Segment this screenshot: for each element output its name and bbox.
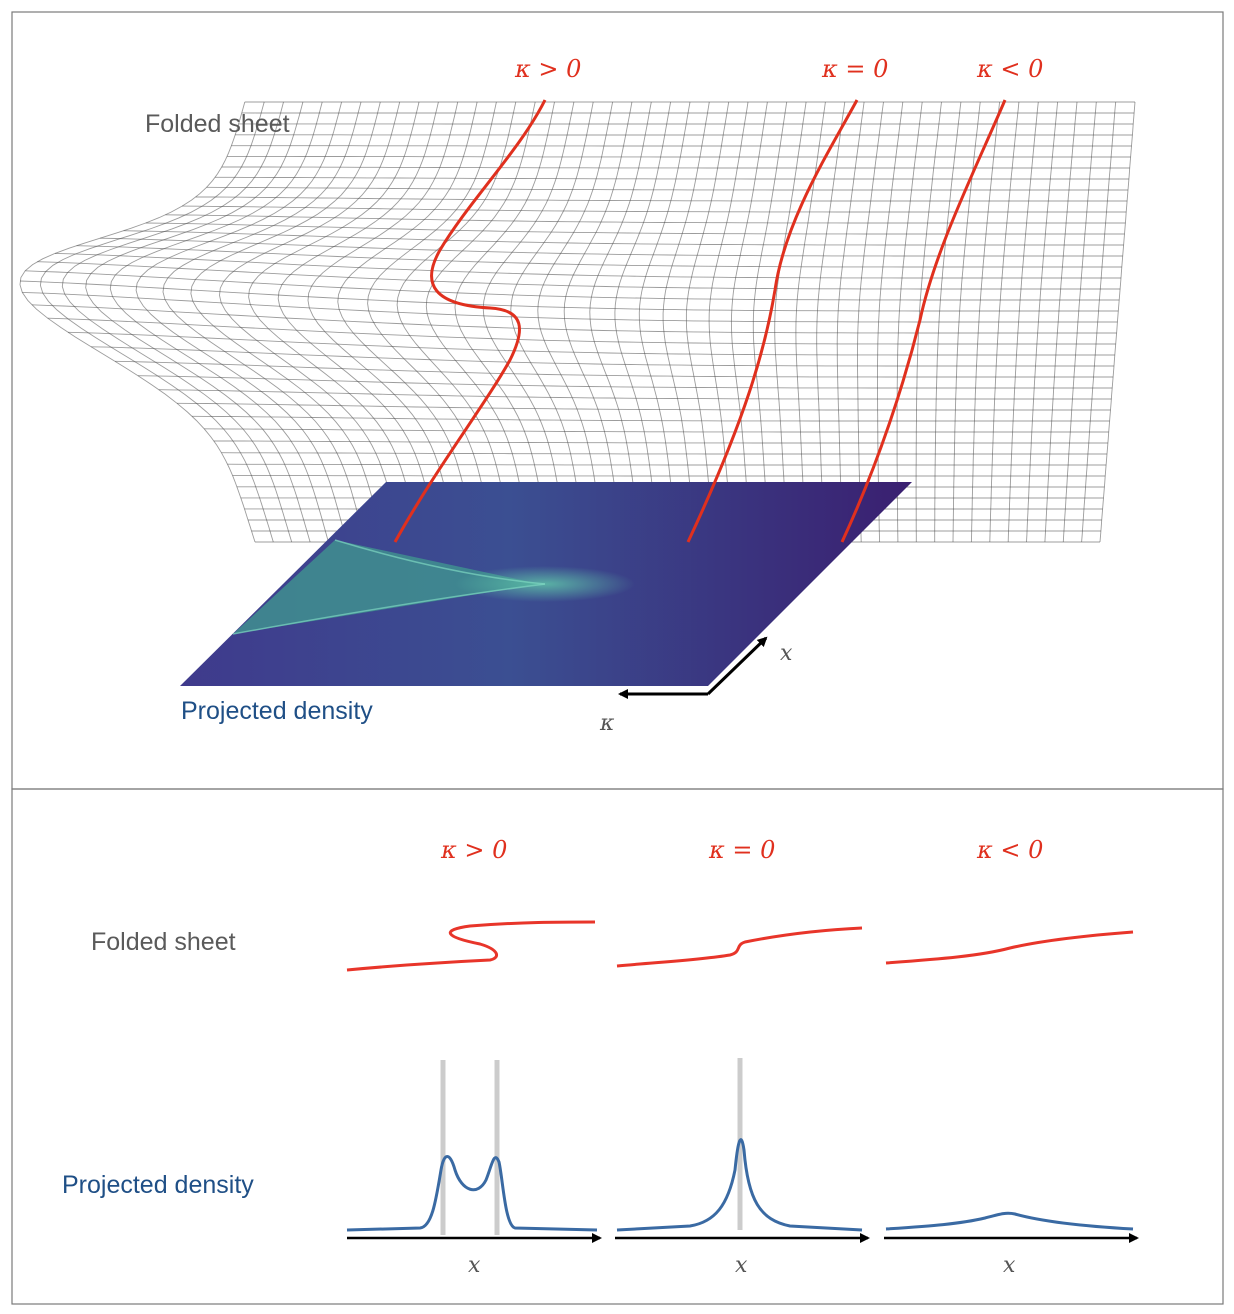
mesh-line [76,245,1122,268]
mesh-line [195,196,1128,202]
mesh-line [37,261,1121,290]
mesh-line [227,463,1107,466]
top-axis-x-label: x [780,641,793,666]
fold-curve-kappa-negative [885,930,1134,965]
mesh-line [137,375,1113,389]
mesh-line [213,440,1108,444]
bottom-projected-density-label: Projected density [62,1171,254,1199]
mesh-line [114,360,1114,378]
caustic-wedge [233,540,540,634]
mesh-line [145,222,1125,235]
mesh-line [165,214,1126,224]
sheet-curve-kappa-negative [840,99,1007,543]
top-kappa-zero-label: κ = 0 [821,55,888,83]
top-axis-kappa-label: κ [599,711,615,736]
x-axis-label-2: x [735,1253,748,1278]
mesh-line [31,304,1117,334]
x-axis-label-1: x [468,1253,481,1278]
mesh-line [100,237,1123,257]
top-kappa-negative-label: κ < 0 [976,55,1043,83]
mesh-line [221,452,1107,455]
density-plot-kappa-negative [885,1211,1134,1231]
fold-curve-kappa-positive [346,920,596,972]
mesh-line [215,176,1129,180]
x-axis-label-3: x [1003,1253,1016,1278]
projected-density-plane [180,482,912,686]
mesh-line [22,291,1118,323]
top-axis-arrows [618,636,768,699]
sheet-curve-kappa-zero [686,99,859,543]
mesh-line [91,346,1114,367]
mesh-line [67,331,1115,356]
density-plot-kappa-positive [346,1060,598,1235]
mesh-line [191,415,1110,422]
mesh-line [47,317,1116,345]
density-curve-kappa-negative [885,1211,1134,1231]
folded-sheet-mesh [19,101,1136,543]
bottom-kappa-negative-label: κ < 0 [976,836,1043,864]
mesh-line [176,402,1111,411]
top-folded-sheet-label: Folded sheet [145,110,290,138]
density-plot-kappa-zero [616,1058,863,1232]
density-curve-kappa-positive [346,1155,598,1232]
mesh-line [158,389,1112,400]
bottom-panel-frame [11,788,1224,1305]
fold-curve-kappa-zero [616,926,863,968]
mesh-line [206,186,1128,191]
mesh-line [54,252,1121,279]
bottom-kappa-zero-label: κ = 0 [708,836,775,864]
top-projected-density-label: Projected density [181,697,373,725]
bottom-kappa-positive-label: κ > 0 [440,836,507,864]
mesh-line [182,205,1127,213]
bottom-folded-sheet-label: Folded sheet [91,928,236,956]
top-kappa-positive-label: κ > 0 [514,55,581,83]
mesh-line [227,155,1131,158]
sheet-curve-kappa-positive [393,99,547,543]
mesh-line [221,166,1130,169]
mesh-line [123,230,1124,246]
mesh-line [25,270,1120,301]
density-curve-kappa-zero [616,1138,863,1232]
mesh-line [19,280,1119,312]
mesh-line [204,428,1109,433]
